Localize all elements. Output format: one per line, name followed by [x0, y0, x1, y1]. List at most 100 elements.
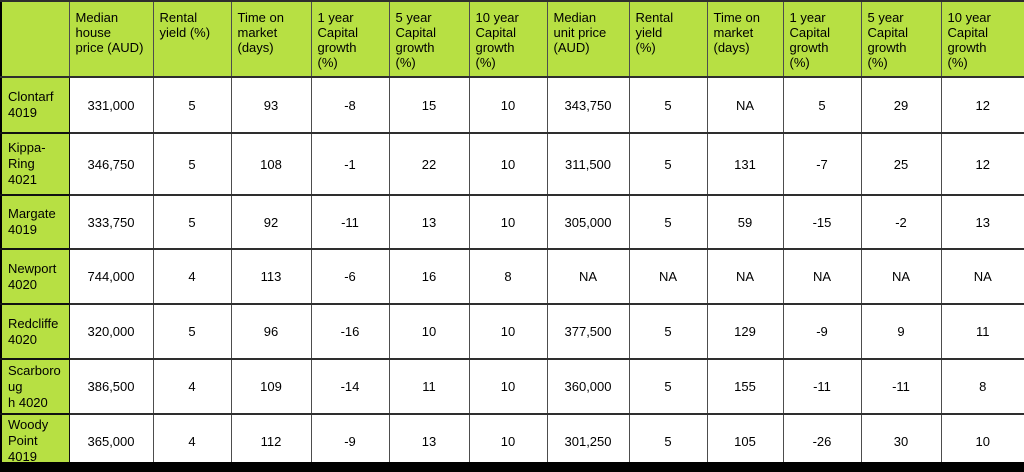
cell: 59 — [706, 194, 784, 250]
cell: NA — [782, 248, 862, 305]
cell: 386,500 — [68, 358, 154, 415]
cell: 311,500 — [546, 132, 630, 196]
cell: 16 — [388, 248, 470, 305]
cell: 9 — [860, 303, 942, 360]
cell: 5 — [152, 303, 232, 360]
row-header-clontarf: Clontarf 4019 — [0, 76, 70, 134]
column-header-5yr-growth-house: 5 year Capital growth (%) — [388, 0, 470, 78]
table-row-kippa-ring: Kippa-Ring 4021 346,750 5 108 -1 22 10 3… — [0, 132, 1024, 196]
column-header-median-house-price: Median house price (AUD) — [68, 0, 154, 78]
cell: 301,250 — [546, 413, 630, 469]
cell: 129 — [706, 303, 784, 360]
column-header-time-on-market-unit: Time on market (days) — [706, 0, 784, 78]
cell: 10 — [468, 413, 548, 469]
table-row-redcliffe: Redcliffe 4020 320,000 5 96 -16 10 10 37… — [0, 303, 1024, 360]
column-header-rental-yield-house: Rental yield (%) — [152, 0, 232, 78]
cell: -11 — [310, 194, 390, 250]
table-row-margate: Margate 4019 333,750 5 92 -11 13 10 305,… — [0, 194, 1024, 250]
table-row-woody-point: Woody Point 4019 365,000 4 112 -9 13 10 … — [0, 413, 1024, 469]
cell: 108 — [230, 132, 312, 196]
cell: -26 — [782, 413, 862, 469]
cell: -9 — [310, 413, 390, 469]
table-row-newport: Newport 4020 744,000 4 113 -6 16 8 NA NA… — [0, 248, 1024, 305]
cell: 5 — [782, 76, 862, 134]
cell: 4 — [152, 413, 232, 469]
cell: 320,000 — [68, 303, 154, 360]
cell: -7 — [782, 132, 862, 196]
cell: 331,000 — [68, 76, 154, 134]
cell: 131 — [706, 132, 784, 196]
cell: 5 — [152, 132, 232, 196]
column-header-1yr-growth-unit: 1 year Capital growth (%) — [782, 0, 862, 78]
cell: 343,750 — [546, 76, 630, 134]
cell: 12 — [940, 132, 1024, 196]
cell: 5 — [152, 194, 232, 250]
cell: 155 — [706, 358, 784, 415]
cell: 4 — [152, 358, 232, 415]
cell: 333,750 — [68, 194, 154, 250]
cell: 346,750 — [68, 132, 154, 196]
row-header-woody-point: Woody Point 4019 — [0, 413, 70, 469]
row-header-margate: Margate 4019 — [0, 194, 70, 250]
cell: 109 — [230, 358, 312, 415]
cell: 30 — [860, 413, 942, 469]
cell: 10 — [388, 303, 470, 360]
column-header-5yr-growth-unit: 5 year Capital growth (%) — [860, 0, 942, 78]
cell: 15 — [388, 76, 470, 134]
cell: 5 — [628, 76, 708, 134]
cell: 96 — [230, 303, 312, 360]
cell: 112 — [230, 413, 312, 469]
cell: 744,000 — [68, 248, 154, 305]
cell: 29 — [860, 76, 942, 134]
bottom-black-bar — [0, 462, 1024, 472]
cell: -6 — [310, 248, 390, 305]
cell: 5 — [152, 76, 232, 134]
cell: 22 — [388, 132, 470, 196]
column-header-rental-yield-unit: Rental yield (%) — [628, 0, 708, 78]
header-row: Median house price (AUD) Rental yield (%… — [0, 0, 1024, 78]
cell: 5 — [628, 194, 708, 250]
cell: -15 — [782, 194, 862, 250]
column-header-time-on-market-house: Time on market (days) — [230, 0, 312, 78]
cell: 10 — [940, 413, 1024, 469]
cell: 377,500 — [546, 303, 630, 360]
cell: 360,000 — [546, 358, 630, 415]
cell: 12 — [940, 76, 1024, 134]
cell: 11 — [388, 358, 470, 415]
cell: 5 — [628, 413, 708, 469]
cell: -14 — [310, 358, 390, 415]
row-header-newport: Newport 4020 — [0, 248, 70, 305]
cell: 365,000 — [68, 413, 154, 469]
cell: 25 — [860, 132, 942, 196]
cell: 113 — [230, 248, 312, 305]
corner-cell — [0, 0, 70, 78]
cell: 10 — [468, 194, 548, 250]
cell: NA — [860, 248, 942, 305]
cell: -9 — [782, 303, 862, 360]
row-header-redcliffe: Redcliffe 4020 — [0, 303, 70, 360]
cell: 5 — [628, 303, 708, 360]
cell: -11 — [860, 358, 942, 415]
cell: 5 — [628, 358, 708, 415]
table-row-clontarf: Clontarf 4019 331,000 5 93 -8 15 10 343,… — [0, 76, 1024, 134]
cell: 10 — [468, 132, 548, 196]
row-header-scarborough: Scarboroug h 4020 — [0, 358, 70, 415]
cell: -1 — [310, 132, 390, 196]
column-header-median-unit-price: Median unit price (AUD) — [546, 0, 630, 78]
cell: 4 — [152, 248, 232, 305]
cell: 13 — [940, 194, 1024, 250]
cell: 10 — [468, 303, 548, 360]
cell: 10 — [468, 358, 548, 415]
cell: 5 — [628, 132, 708, 196]
column-header-1yr-growth-house: 1 year Capital growth (%) — [310, 0, 390, 78]
cell: 93 — [230, 76, 312, 134]
cell: 13 — [388, 194, 470, 250]
cell: 8 — [940, 358, 1024, 415]
cell: 92 — [230, 194, 312, 250]
cell: NA — [706, 76, 784, 134]
column-header-10yr-growth-unit: 10 year Capital growth (%) — [940, 0, 1024, 78]
cell: 305,000 — [546, 194, 630, 250]
cell: 10 — [468, 76, 548, 134]
